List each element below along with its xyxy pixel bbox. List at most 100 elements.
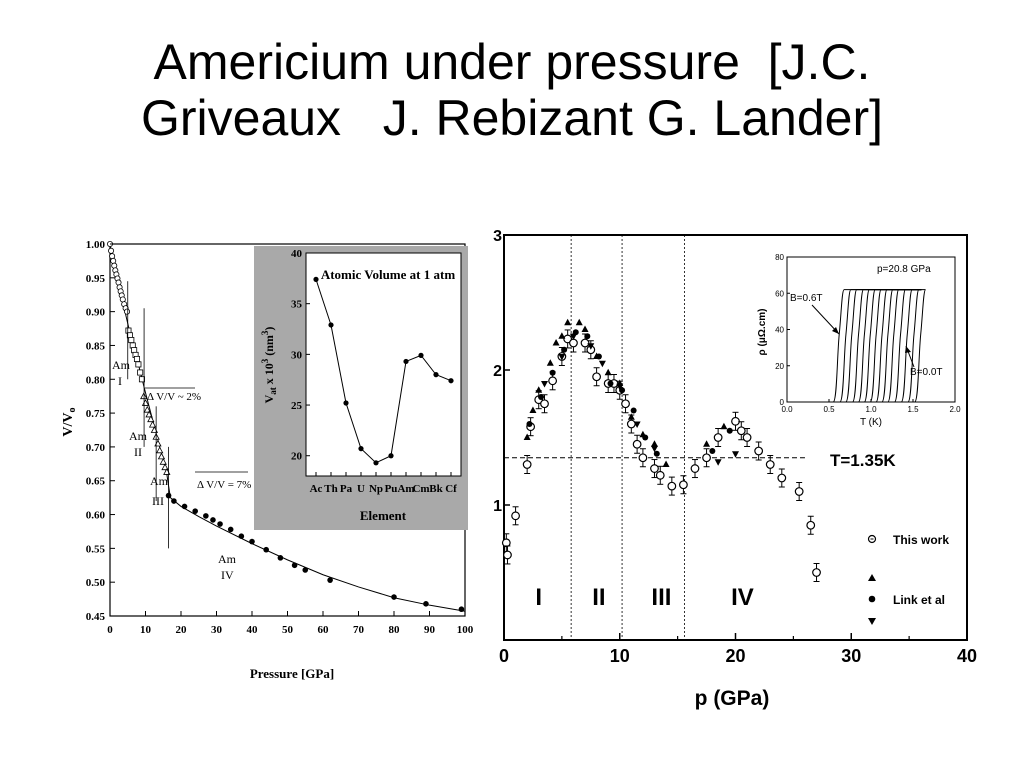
- volume-point-square: [138, 376, 145, 383]
- tc-point-link-up: [604, 368, 612, 376]
- atomic-volume-point: [343, 400, 349, 406]
- atomic-volume-xtick-label: Bk: [429, 483, 443, 495]
- inset-ytick-label: 0: [780, 398, 785, 407]
- volume-xtick-label: 60: [318, 624, 330, 636]
- volume-point-triangle: [147, 415, 155, 423]
- volume-point-triangle: [148, 420, 157, 428]
- inset-xtick-label: 0.0: [781, 405, 793, 414]
- inset-b-high-label: B=0.6T: [790, 293, 823, 304]
- tc-xtick-label: 40: [957, 646, 977, 666]
- inset-ytick-label: 20: [775, 362, 784, 371]
- slide-title: Americium under pressure [J.C. Griveaux …: [0, 34, 1024, 146]
- tc-point-this-work: [548, 376, 558, 386]
- tc-point-link-up: [529, 406, 537, 413]
- volume-point-filled: [171, 498, 177, 504]
- atomic-volume-xtick-label: Np: [369, 483, 383, 495]
- volume-ytick-label: 0.80: [86, 374, 106, 386]
- atomic-volume-ytick-label: 25: [291, 400, 303, 412]
- tc-point-link-dot: [526, 421, 533, 427]
- tc-point-this-work: [765, 460, 775, 469]
- volume-point-filled: [238, 533, 245, 539]
- tc-point-this-work: [667, 481, 677, 491]
- atomic-volume-ytick-label: 30: [291, 349, 303, 361]
- am1-label-b: I: [118, 374, 122, 388]
- atomic-volume-xlabel: Element: [360, 508, 407, 523]
- inset-xtick-label: 1.0: [865, 405, 877, 414]
- volume-point-filled: [391, 594, 397, 600]
- volume-point-filled: [302, 567, 309, 573]
- atomic-volume-xtick-label: Th: [324, 483, 337, 495]
- tc-point-this-work: [580, 338, 590, 348]
- atomic-volume-title: Atomic Volume at 1 atm: [321, 267, 455, 282]
- tc-xtick-label: 30: [841, 646, 861, 666]
- inset-resistivity-curve: [900, 289, 922, 403]
- volume-xtick-label: 10: [140, 624, 152, 636]
- tc-point-link-down: [587, 343, 595, 350]
- tc-point-link-dot: [584, 333, 591, 340]
- inset-resistivity-curve: [863, 289, 922, 403]
- volume-ytick-label: 0.75: [86, 408, 106, 420]
- volume-point-triangle: [161, 463, 169, 471]
- tc-xtick-label: 10: [610, 646, 630, 666]
- tc-point-link-down: [541, 381, 549, 388]
- tc-point-link-down: [616, 383, 624, 391]
- tc-point-link-up: [703, 440, 711, 447]
- volume-point-circle-open: [115, 279, 122, 286]
- inset-ytick-label: 60: [775, 289, 784, 298]
- volume-point-circle-open: [109, 253, 116, 260]
- tc-point-link-up: [720, 422, 728, 430]
- atomic-volume-ylabel: Vat x 103 (nm3): [260, 327, 278, 404]
- volume-point-circle-open: [108, 247, 115, 254]
- atomic-volume-point: [388, 453, 394, 459]
- tc-point-this-work: [655, 470, 665, 480]
- volume-ytick-label: 0.45: [86, 611, 106, 623]
- tc-point-link-dot: [561, 346, 568, 353]
- inset-xtick-label: 1.5: [907, 405, 919, 414]
- atomic-volume-ytick-label: 20: [291, 451, 303, 463]
- tc-point-this-work: [621, 399, 630, 409]
- volume-point-square: [137, 369, 144, 376]
- tc-point-link-up: [523, 433, 531, 440]
- tc-point-link-up: [662, 460, 670, 467]
- volume-point-filled: [423, 601, 429, 607]
- tc-point-link-dot: [549, 369, 556, 376]
- tc-point-this-work: [777, 473, 787, 483]
- am4-label-b: IV: [221, 568, 234, 582]
- tc-point-this-work: [702, 453, 711, 463]
- tc-ytick-label: 3: [493, 228, 502, 245]
- legend-this-work: This work: [893, 533, 949, 547]
- tc-point-this-work: [626, 419, 636, 429]
- tc-point-link-up: [650, 440, 658, 447]
- am1-label-a: Am: [112, 358, 131, 372]
- volume-ytick-label: 0.85: [86, 340, 106, 352]
- tc-point-this-work: [736, 426, 746, 436]
- dv-annotation-1: Δ V/V ~ 2%: [147, 391, 201, 403]
- tc-point-link-down: [558, 354, 566, 361]
- tc-point-this-work: [563, 334, 573, 344]
- volume-xtick-label: 30: [211, 624, 223, 636]
- atomic-volume-point: [328, 322, 334, 328]
- volume-point-triangle: [145, 410, 153, 418]
- tc-point-link-down: [569, 333, 577, 341]
- title-line-1: Americium under pressure [J.C.: [153, 34, 871, 90]
- tc-point-link-up: [546, 359, 554, 366]
- tc-point-link-dot: [653, 450, 660, 457]
- volume-xtick-label: 70: [353, 624, 365, 636]
- tc-point-this-work: [754, 446, 764, 456]
- tc-point-link-dot: [607, 380, 614, 387]
- resistivity-inset: 0.0 0.5 1.0 1.5 2.0 0 20 40 60 80 p=20.8 GPa B=0.…: [757, 253, 961, 428]
- tc-point-link-down: [650, 445, 658, 453]
- atomic-volume-ytick-label: 40: [291, 248, 303, 260]
- atomic-volume-xtick-label: U: [357, 483, 365, 495]
- volume-xlabel: Pressure [GPa]: [250, 666, 334, 681]
- inset-resistivity-curve: [845, 289, 922, 403]
- inset-resistivity-curve: [839, 289, 922, 403]
- volume-phase-lines: [127, 281, 169, 549]
- inset-xlabel: T (K): [860, 417, 882, 428]
- volume-point-filled: [227, 526, 234, 533]
- inset-resistivity-curve: [875, 289, 922, 403]
- tc-point-link-down: [732, 451, 739, 458]
- atomic-volume-point: [418, 352, 424, 358]
- dv-annotation-2: Δ V/V = 7%: [197, 479, 251, 491]
- am3-label-a: Am: [150, 474, 169, 488]
